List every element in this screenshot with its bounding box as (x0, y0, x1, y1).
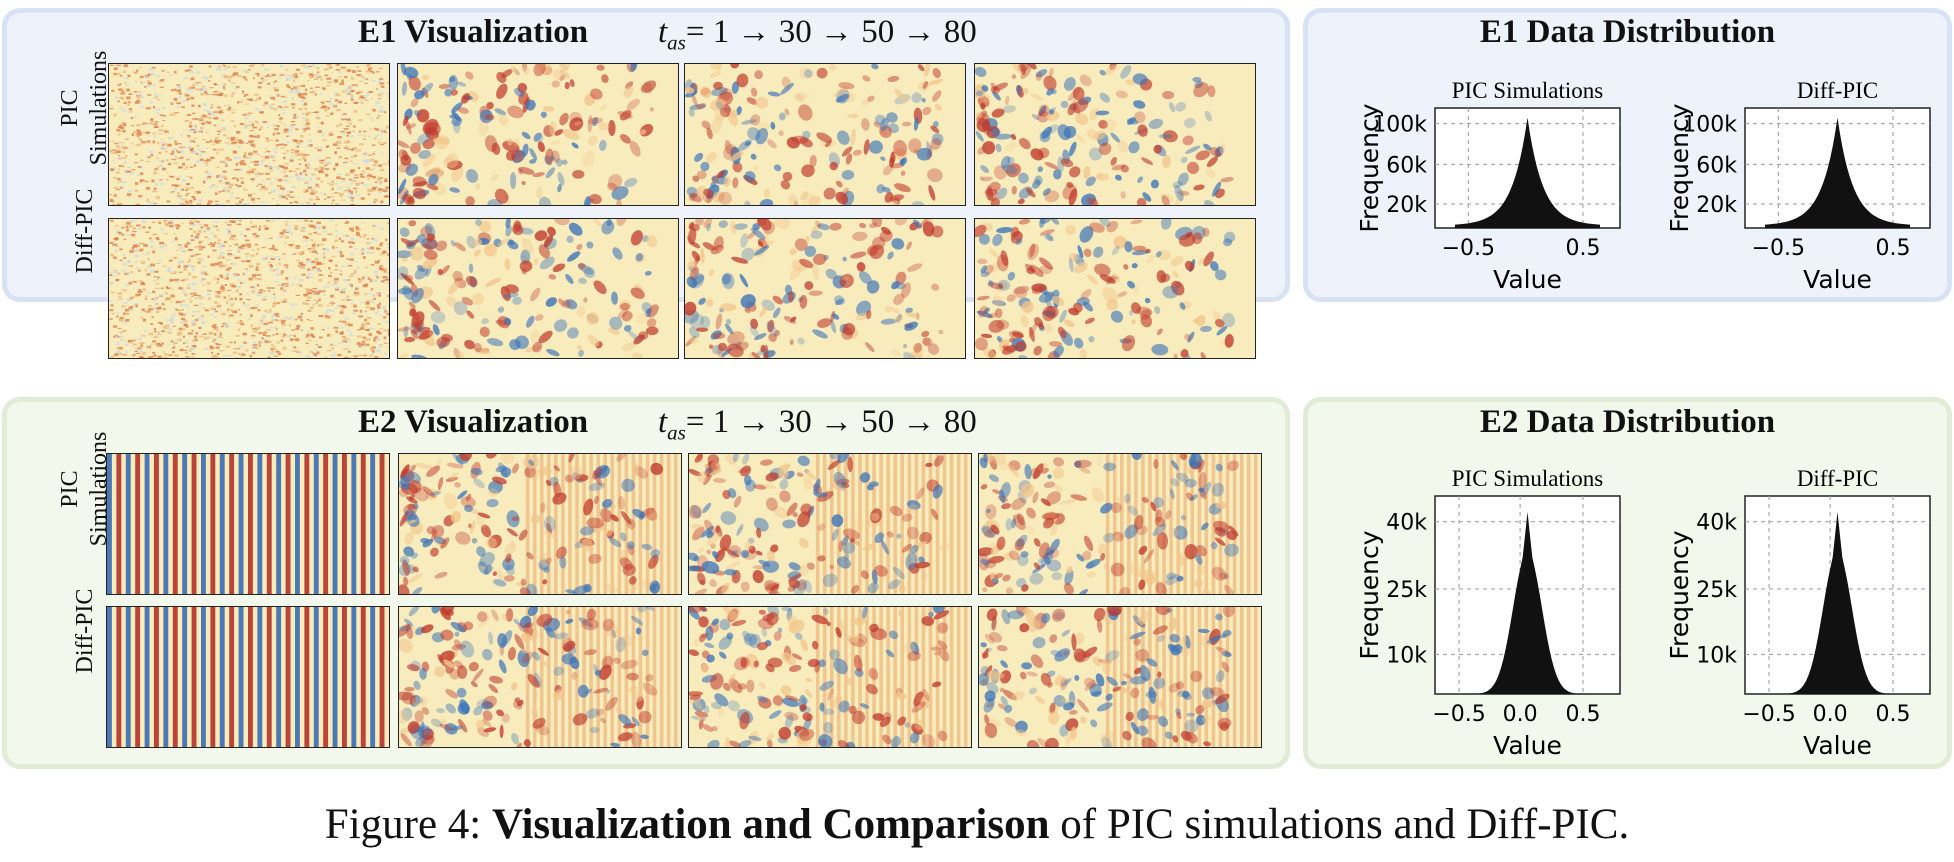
hist-ylabel: Frequency (1665, 103, 1694, 232)
hist-ytick: 25k (1386, 578, 1427, 603)
e1-field-r1-c4 (974, 63, 1256, 206)
e2-visualization-title: E2 Visualization (358, 404, 589, 440)
hist-xlabel: Value (1803, 731, 1872, 760)
e1-field-r1-c1 (108, 63, 390, 206)
e1-time-formula: tas= 1 → 30 → 50 → 80 (658, 14, 977, 56)
hist-ytick: 60k (1696, 153, 1737, 178)
hist-xtick: −0.5 (1442, 236, 1495, 261)
hist-title: Diff-PIC (1797, 78, 1878, 103)
hist-bars (1455, 511, 1600, 694)
hist-ytick: 10k (1386, 643, 1427, 668)
label-line1: PIC (57, 470, 83, 508)
hist-xtick: 0.5 (1876, 702, 1911, 727)
hist-ytick: 100k (1682, 113, 1737, 138)
hist-ytick: 40k (1386, 511, 1427, 536)
hist-ytick: 100k (1372, 113, 1427, 138)
formula-var: t (658, 14, 668, 50)
caption-prefix: Figure 4: (324, 801, 492, 848)
e1-field-r2-c1 (108, 218, 390, 359)
hist-ytick: 20k (1386, 193, 1427, 218)
hist-xtick: 0.5 (1566, 702, 1601, 727)
label-line1: Diff-PIC (71, 588, 98, 674)
label-line1: Diff-PIC (71, 188, 98, 274)
hist-bars (1455, 117, 1600, 228)
hist-xlabel: Value (1493, 265, 1562, 294)
e1-field-r2-c3 (684, 218, 966, 359)
e2-field-r2-c4 (978, 606, 1262, 748)
e2-field-r2-c1 (106, 606, 390, 748)
caption-bold: Visualization and Comparison (492, 801, 1050, 848)
e2-distribution-title: E2 Data Distribution (1479, 404, 1776, 440)
hist-ytick: 25k (1696, 578, 1737, 603)
e2-field-r1-c2 (398, 453, 682, 595)
caption-suffix: of PIC simulations and Diff-PIC. (1049, 801, 1630, 848)
e1-distribution-title: E1 Data Distribution (1479, 14, 1776, 50)
e2-time-formula: tas= 1 → 30 → 50 → 80 (658, 404, 977, 446)
hist-title: PIC Simulations (1452, 78, 1603, 103)
hist-ylabel: Frequency (1355, 530, 1384, 659)
figure-caption: Figure 4: Visualization and Comparison o… (0, 800, 1954, 849)
hist-title: PIC Simulations (1452, 466, 1603, 491)
label-line1: PIC (57, 89, 83, 127)
e2-field-r1-c1 (106, 453, 390, 595)
e2-field-r1-c3 (688, 453, 972, 595)
hist-xtick: 0.5 (1876, 236, 1911, 261)
formula-sub: as (667, 420, 686, 445)
hist-ytick: 10k (1696, 643, 1737, 668)
e2-field-r2-c2 (398, 606, 682, 748)
hist-xtick: 0.5 (1566, 236, 1601, 261)
formula-var: t (658, 404, 668, 440)
e2-field-r2-c3 (688, 606, 972, 748)
hist-bars (1765, 117, 1910, 228)
hist-xtick: −0.5 (1752, 236, 1805, 261)
e1-visualization-title: E1 Visualization (358, 14, 589, 50)
hist-ylabel: Frequency (1665, 530, 1694, 659)
hist-xtick: 0.0 (1503, 702, 1538, 727)
hist-ytick: 40k (1696, 511, 1737, 536)
hist-xlabel: Value (1803, 265, 1872, 294)
hist-xtick: 0.0 (1813, 702, 1848, 727)
e1-field-r1-c3 (684, 63, 966, 206)
hist-title: Diff-PIC (1797, 466, 1878, 491)
hist-xtick: −0.5 (1432, 702, 1485, 727)
e1-field-r2-c2 (397, 218, 679, 359)
hist-ytick: 60k (1386, 153, 1427, 178)
hist-ylabel: Frequency (1355, 103, 1384, 232)
formula-sub: as (667, 30, 686, 55)
hist-bars (1765, 511, 1910, 694)
formula-rest: = 1 → 30 → 50 → 80 (685, 404, 977, 440)
hist-xtick: −0.5 (1742, 702, 1795, 727)
e2-field-r1-c4 (978, 453, 1262, 595)
formula-rest: = 1 → 30 → 50 → 80 (685, 14, 977, 50)
e1-field-r1-c2 (397, 63, 679, 206)
hist-xlabel: Value (1493, 731, 1562, 760)
hist-ytick: 20k (1696, 193, 1737, 218)
e1-field-r2-c4 (974, 218, 1256, 359)
